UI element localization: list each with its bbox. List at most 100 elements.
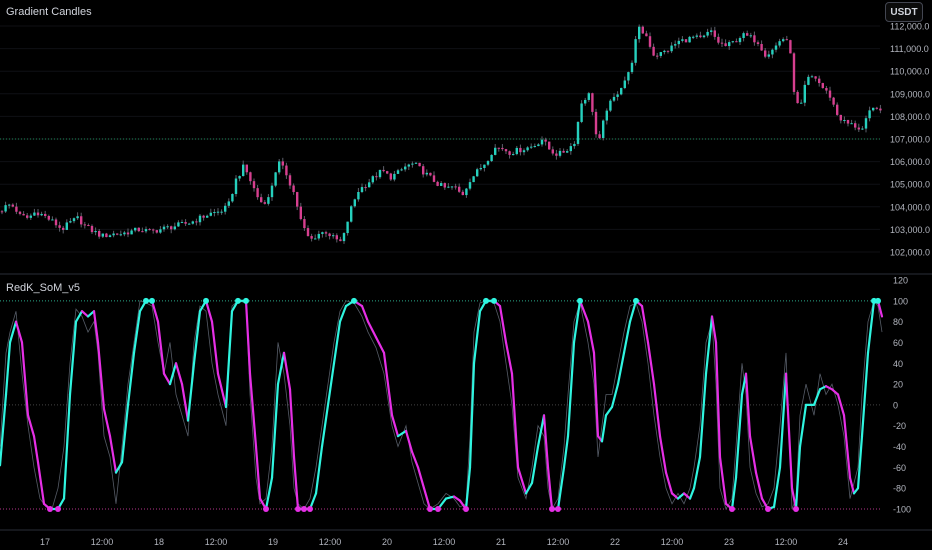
oscillator-main-segment: [616, 351, 626, 386]
oscillator-main-segment: [174, 362, 184, 386]
bull-candle: [659, 52, 662, 56]
bear-candle: [22, 213, 25, 216]
bull-candle: [350, 206, 353, 222]
oversold-dot: [55, 506, 61, 512]
bull-candle: [710, 30, 713, 32]
bear-candle: [324, 232, 328, 234]
oscillator-main-segment: [562, 435, 570, 469]
oversold-dot: [435, 506, 441, 512]
oscillator-main-segment: [730, 476, 738, 511]
bull-candle: [134, 227, 137, 231]
bear-candle: [836, 104, 839, 115]
bear-candle: [306, 228, 310, 237]
bull-candle: [810, 76, 814, 78]
time-tick-label: 12:00: [547, 537, 570, 547]
bull-candle: [342, 233, 346, 242]
price-candles: [0, 24, 882, 244]
oscillator-main-segment: [14, 320, 24, 344]
bull-candle: [630, 62, 634, 73]
bear-candle: [36, 212, 40, 216]
bull-candle: [411, 163, 414, 165]
oscillator-axis: 120 100 80 60 40 20 0 -20 -40 -60 -80 -100: [893, 276, 911, 515]
bull-candle: [450, 186, 454, 188]
price-tick-label: 107,000.0: [890, 135, 930, 145]
bull-candle: [51, 219, 54, 221]
bull-candle: [537, 144, 540, 147]
time-tick-label: 24: [838, 537, 848, 547]
bull-candle: [346, 221, 349, 234]
bear-candle: [389, 173, 392, 180]
oscillator-main-segment: [530, 445, 540, 485]
bull-candle: [584, 99, 587, 104]
bull-candle: [576, 121, 580, 144]
oscillator-main-segment: [452, 495, 462, 502]
bull-candle: [274, 172, 277, 186]
bull-candle: [702, 35, 706, 38]
time-tick-label: 12:00: [205, 537, 228, 547]
oscillator-tick-label: 80: [893, 317, 903, 327]
oscillator-main-segment: [156, 320, 166, 375]
bull-candle: [465, 188, 468, 196]
oscillator-main-segment: [692, 455, 702, 490]
bear-candle: [821, 83, 824, 89]
currency-button[interactable]: USDT: [885, 2, 923, 22]
oscillator-main-segment: [244, 299, 252, 375]
oscillator-main-segment: [264, 476, 274, 511]
oscillator-main-segment: [468, 362, 476, 469]
bull-candle: [29, 215, 32, 218]
oversold-dot: [463, 506, 469, 512]
bull-candle: [738, 38, 742, 43]
bull-candle: [573, 143, 576, 147]
oscillator-main-segment: [524, 481, 534, 495]
bear-candle: [296, 192, 299, 207]
oscillator-main-segment: [504, 341, 514, 375]
oscillator-main-segment: [710, 315, 718, 344]
bear-candle: [364, 187, 367, 189]
oscillator-main-segment: [292, 455, 300, 511]
oscillator-main-segment: [640, 304, 650, 344]
bull-candle: [213, 212, 216, 214]
bull-candle: [368, 182, 371, 188]
overbought-dot: [577, 297, 583, 304]
oscillator-tick-label: 0: [893, 400, 898, 410]
oscillator-main-segment: [772, 466, 782, 509]
oscillator-main-segment: [812, 388, 822, 407]
oversold-dot: [549, 506, 555, 512]
oscillator-main-segment: [374, 336, 386, 354]
overbought-dot: [203, 297, 209, 304]
bull-candle: [162, 226, 166, 230]
oscillator-main-segment: [744, 372, 752, 438]
bear-candle: [875, 107, 878, 109]
oscillator-main-segment: [422, 487, 432, 511]
bull-candle: [278, 161, 281, 173]
oscillator-main-segment: [204, 299, 214, 323]
oscillator-main-segment: [8, 320, 18, 344]
bear-candle: [699, 35, 702, 38]
oscillator-main-segment: [542, 414, 550, 469]
oscillator-main-segment: [794, 445, 802, 511]
bull-candle: [177, 222, 180, 227]
oscillator-main-segment: [216, 372, 228, 409]
bear-candle: [44, 213, 47, 217]
bull-candle: [69, 221, 72, 223]
bull-candle: [159, 229, 162, 233]
bear-candle: [684, 39, 688, 43]
bull-candle: [864, 118, 868, 129]
bear-candle: [648, 36, 652, 47]
bull-candle: [800, 102, 803, 104]
bear-candle: [15, 206, 18, 212]
bull-candle: [314, 238, 317, 240]
oscillator-main-segment: [628, 299, 638, 323]
bull-candle: [670, 45, 673, 52]
oscillator-main-segment: [836, 393, 846, 417]
bull-candle: [558, 150, 562, 156]
price-tick-label: 112,000.0: [890, 22, 929, 32]
bear-candle: [202, 215, 205, 218]
bull-candle: [767, 54, 770, 57]
bear-candle: [152, 229, 155, 231]
oscillator-main-segment: [150, 299, 160, 323]
bear-candle: [497, 147, 500, 149]
bull-candle: [706, 31, 709, 36]
time-axis: 17 12:00 18 12:00 19 12:00 20 12:00 21 12:00 22 12:…: [0, 529, 932, 547]
